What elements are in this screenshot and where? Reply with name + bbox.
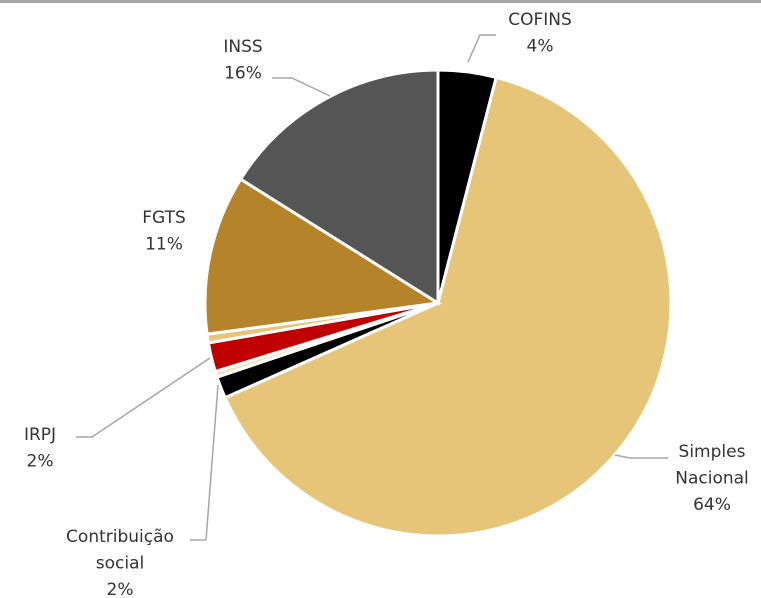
value-label: 2% bbox=[27, 452, 54, 472]
label-line: social bbox=[96, 554, 144, 574]
data-label: FGTS bbox=[142, 208, 186, 228]
value-label: 2% bbox=[107, 580, 134, 598]
data-label: IRPJ bbox=[24, 425, 56, 445]
leader-line bbox=[76, 358, 210, 437]
value-label: 11% bbox=[145, 235, 183, 255]
chart: COFINS 4% Simples Nacional 64% Contribuição so… bbox=[0, 0, 761, 598]
top-border bbox=[0, 0, 761, 3]
label-line: Nacional bbox=[675, 469, 749, 489]
value-label: 16% bbox=[224, 64, 262, 84]
label-line: Contribuição bbox=[66, 527, 174, 547]
label-line: IRPJ bbox=[24, 425, 56, 445]
value-label: 64% bbox=[693, 495, 731, 515]
data-label: Simples Nacional bbox=[675, 442, 749, 489]
value-label: 4% bbox=[527, 37, 554, 57]
data-label: COFINS bbox=[508, 10, 572, 30]
leader-line bbox=[615, 455, 668, 458]
leader-line bbox=[272, 78, 330, 96]
label-line: COFINS bbox=[508, 10, 572, 30]
leader-line bbox=[468, 35, 496, 62]
label-line: FGTS bbox=[142, 208, 186, 228]
label-line: INSS bbox=[223, 37, 262, 57]
data-label: Contribuição social bbox=[66, 527, 174, 574]
data-label: INSS bbox=[223, 37, 262, 57]
leader-line bbox=[190, 385, 218, 540]
label-line: Simples bbox=[679, 442, 746, 462]
